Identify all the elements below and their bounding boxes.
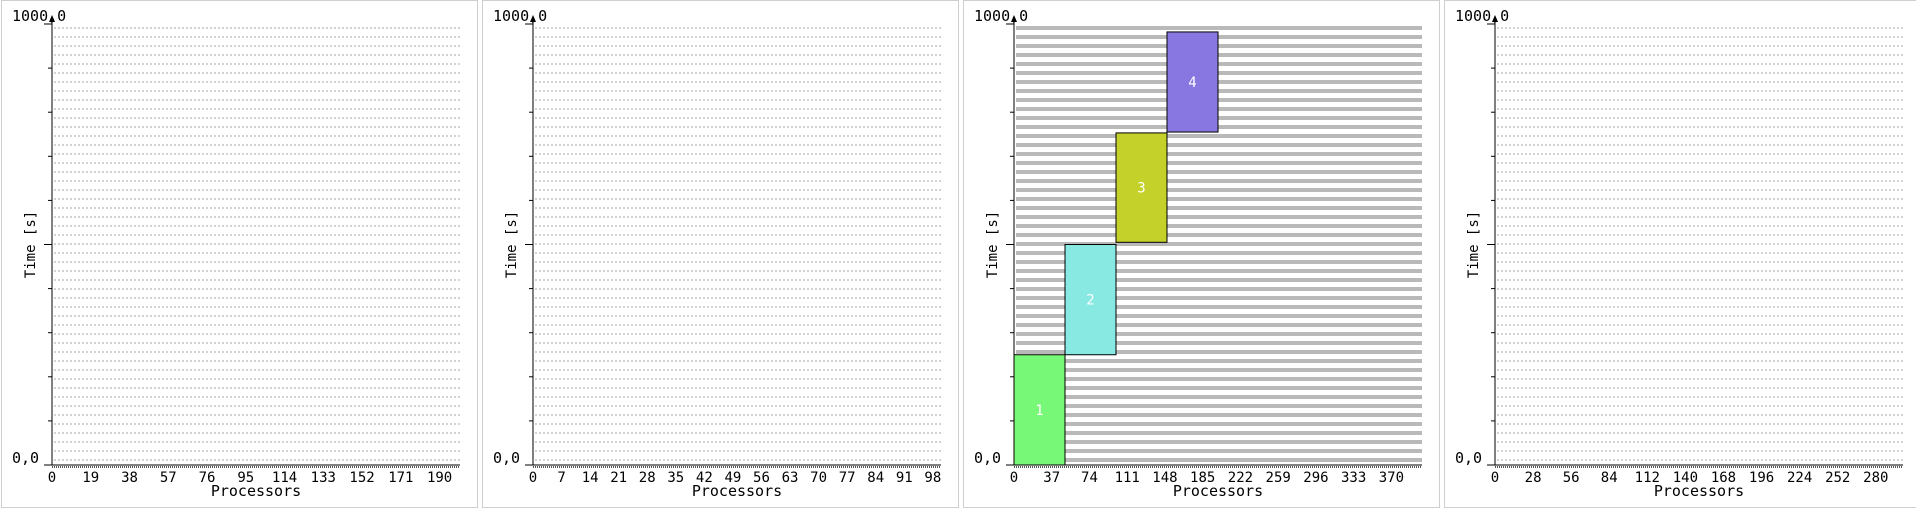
x-tick-label: 0 [1491, 470, 1499, 486]
x-tick-label: 21 [610, 470, 627, 486]
x-tick-label: 114 [272, 470, 297, 486]
x-tick-label: 370 [1379, 470, 1404, 486]
job-bar-3[interactable] [1115, 132, 1168, 243]
x-tick-label: 14 [582, 470, 599, 486]
x-tick-label: 28 [639, 470, 656, 486]
x-tick-label: 56 [753, 470, 770, 486]
job-bar-2[interactable] [1064, 244, 1117, 356]
chart-panel-2: 1000,0 0,0 Time [s] 0 7 14 21 28 35 42 49 56 63 70 77 8… [482, 0, 959, 508]
chart-svg: 1000,0 0,0 Time [s] 0 28 56 84 112 140 168 196 224 2… [1455, 7, 1903, 500]
job-label: 4 [1188, 75, 1196, 91]
x-tick-label: 140 [1673, 470, 1698, 486]
x-tick-label: 77 [839, 470, 856, 486]
y-max-label: 1000,0 [974, 7, 1028, 25]
y-max-label: 1000,0 [12, 7, 66, 25]
x-tick-label: 63 [782, 470, 799, 486]
processor-grid [535, 27, 941, 461]
x-tick-label: 133 [311, 470, 336, 486]
x-tick-label: 190 [427, 470, 452, 486]
x-tick-label: 148 [1152, 470, 1177, 486]
processor-grid [54, 27, 460, 461]
x-tick-label: 91 [896, 470, 913, 486]
job-label: 3 [1137, 181, 1145, 197]
x-tick-label: 280 [1863, 470, 1888, 486]
x-tick-label: 171 [388, 470, 413, 486]
chart-panel-3: 1 2 3 4 1000,0 0,0 Time [s] 0 37 74 111 148 185 222 25… [963, 0, 1440, 508]
y-min-label: 0,0 [974, 449, 1001, 467]
x-axis-title: Processors [1173, 482, 1263, 500]
x-tick-label: 28 [1525, 470, 1542, 486]
chart-svg: 1 2 3 4 1000,0 0,0 Time [s] 0 37 74 111 148 185 222 25… [974, 7, 1422, 500]
y-axis-arrow-icon [530, 15, 536, 22]
job-label: 2 [1086, 293, 1094, 309]
x-tick-label: 152 [349, 470, 374, 486]
x-tick-label: 37 [1043, 470, 1060, 486]
x-tick-label: 35 [667, 470, 684, 486]
x-tick-label: 84 [1601, 470, 1618, 486]
job-bar-4[interactable] [1166, 31, 1219, 133]
x-tick-label: 112 [1635, 470, 1660, 486]
y-axis-title: Time [s] [23, 211, 39, 278]
x-tick-label: 38 [121, 470, 138, 486]
x-tick-label: 7 [557, 470, 565, 486]
x-tick-label: 224 [1787, 470, 1812, 486]
x-tick-label: 222 [1228, 470, 1253, 486]
x-tick-label: 84 [867, 470, 884, 486]
y-min-label: 0,0 [12, 449, 39, 467]
x-tick-label: 111 [1115, 470, 1140, 486]
chart-panel-1: 1000,0 0,0 Time [s] 0 19 38 57 76 95 114 133 152 171… [1, 0, 478, 508]
y-min-label: 0,0 [1455, 449, 1482, 467]
x-tick-label: 76 [199, 470, 216, 486]
x-tick-label: 0 [1010, 470, 1018, 486]
chart-panel-4: 1000,0 0,0 Time [s] 0 28 56 84 112 140 168 196 224 2… [1444, 0, 1916, 508]
y-axis-title: Time [s] [504, 211, 520, 278]
x-tick-label: 185 [1190, 470, 1215, 486]
y-min-label: 0,0 [493, 449, 520, 467]
y-max-label: 1000,0 [1455, 7, 1509, 25]
x-tick-label: 49 [724, 470, 741, 486]
x-axis-title: Processors [211, 482, 301, 500]
x-tick-label: 57 [160, 470, 177, 486]
y-axis-arrow-icon [1492, 15, 1498, 22]
x-tick-label: 168 [1711, 470, 1736, 486]
x-tick-label: 42 [696, 470, 713, 486]
processor-grid [1497, 27, 1903, 461]
chart-svg: 1000,0 0,0 Time [s] 0 19 38 57 76 95 114 133 152 171… [12, 7, 460, 500]
x-tick-label: 74 [1081, 470, 1098, 486]
y-axis-title: Time [s] [985, 211, 1001, 278]
x-tick-label: 259 [1266, 470, 1291, 486]
x-axis-title: Processors [692, 482, 782, 500]
x-tick-label: 0 [529, 470, 537, 486]
x-tick-label: 56 [1563, 470, 1580, 486]
x-tick-label: 196 [1749, 470, 1774, 486]
job-bar-1[interactable] [1013, 354, 1066, 466]
y-max-label: 1000,0 [493, 7, 547, 25]
y-axis-arrow-icon [1011, 15, 1017, 22]
x-tick-label: 0 [48, 470, 56, 486]
x-tick-label: 333 [1341, 470, 1366, 486]
x-tick-label: 252 [1825, 470, 1850, 486]
y-axis-title: Time [s] [1466, 211, 1482, 278]
x-tick-label: 98 [924, 470, 941, 486]
chart-svg: 1000,0 0,0 Time [s] 0 7 14 21 28 35 42 49 56 63 70 77 8… [493, 7, 941, 500]
x-axis-title: Processors [1654, 482, 1744, 500]
x-tick-label: 296 [1303, 470, 1328, 486]
job-label: 1 [1035, 403, 1043, 419]
x-tick-label: 19 [82, 470, 99, 486]
y-axis-arrow-icon [49, 15, 55, 22]
x-tick-label: 70 [810, 470, 827, 486]
x-tick-label: 95 [237, 470, 254, 486]
